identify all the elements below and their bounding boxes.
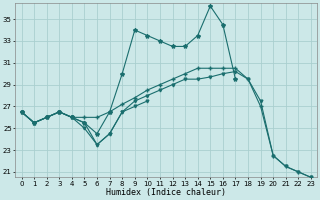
X-axis label: Humidex (Indice chaleur): Humidex (Indice chaleur) bbox=[106, 188, 226, 197]
